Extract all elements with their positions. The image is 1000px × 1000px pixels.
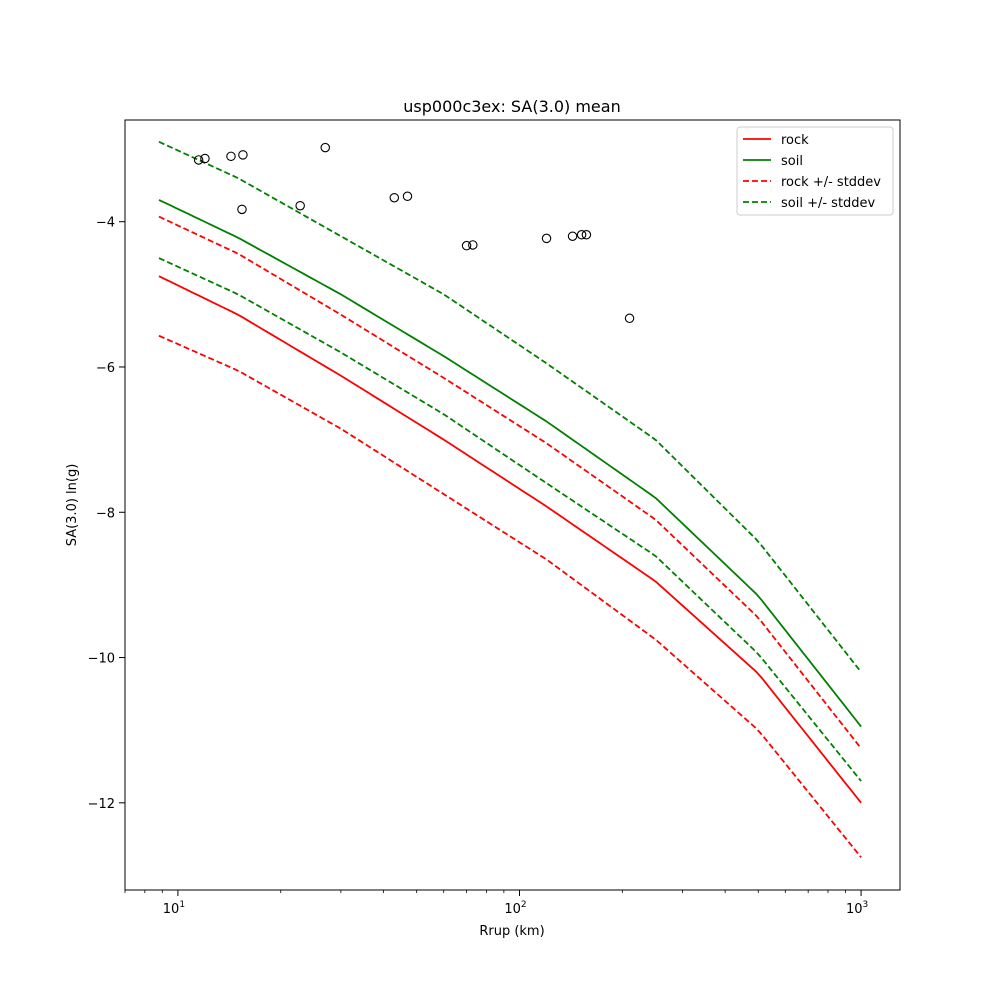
legend-label: soil +/- stddev <box>781 196 876 211</box>
observation-point <box>567 231 578 241</box>
y-tick-label: −4 <box>96 216 115 231</box>
observation-point <box>624 313 635 324</box>
y-tick-label: −6 <box>96 361 115 376</box>
legend-box <box>736 126 894 216</box>
observation-point <box>402 191 413 202</box>
observation-point <box>576 230 587 240</box>
y-axis-label: SA(3.0) ln(g) <box>65 464 80 547</box>
y-axis: −12 −10 −8 −6 −4 <box>88 216 125 812</box>
plot-frame <box>124 119 901 891</box>
chart-title: usp000c3ex: SA(3.0) mean <box>403 97 620 116</box>
series-line-1 <box>158 199 862 728</box>
y-tick-label: −8 <box>96 506 115 521</box>
observation-point <box>238 150 248 160</box>
observation-point <box>226 151 236 162</box>
series-line-0 <box>158 275 862 804</box>
observation-point <box>193 155 204 165</box>
plot-lines <box>158 140 862 858</box>
observation-point <box>581 230 592 240</box>
y-tick-label: −10 <box>88 652 115 667</box>
observation-point <box>320 142 331 153</box>
observation-point <box>389 192 400 203</box>
series-line-4 <box>158 140 862 673</box>
legend: rock soil rock +/- stddev soil +/- stddev <box>736 126 894 216</box>
legend-label: rock <box>781 133 809 148</box>
observation-point <box>541 233 552 244</box>
observation-points <box>193 142 635 324</box>
legend-label: soil <box>781 154 803 169</box>
observation-point <box>237 204 247 215</box>
series-line-3 <box>158 334 862 858</box>
observation-point <box>295 200 305 211</box>
series-line-5 <box>158 257 862 782</box>
series-line-2 <box>158 215 862 749</box>
observation-point <box>200 153 210 164</box>
legend-label: rock +/- stddev <box>781 175 881 190</box>
observation-point <box>468 240 478 250</box>
observation-point <box>461 240 472 251</box>
y-tick-label: −12 <box>88 797 115 812</box>
x-axis-label: Rrup (km) <box>479 924 544 939</box>
